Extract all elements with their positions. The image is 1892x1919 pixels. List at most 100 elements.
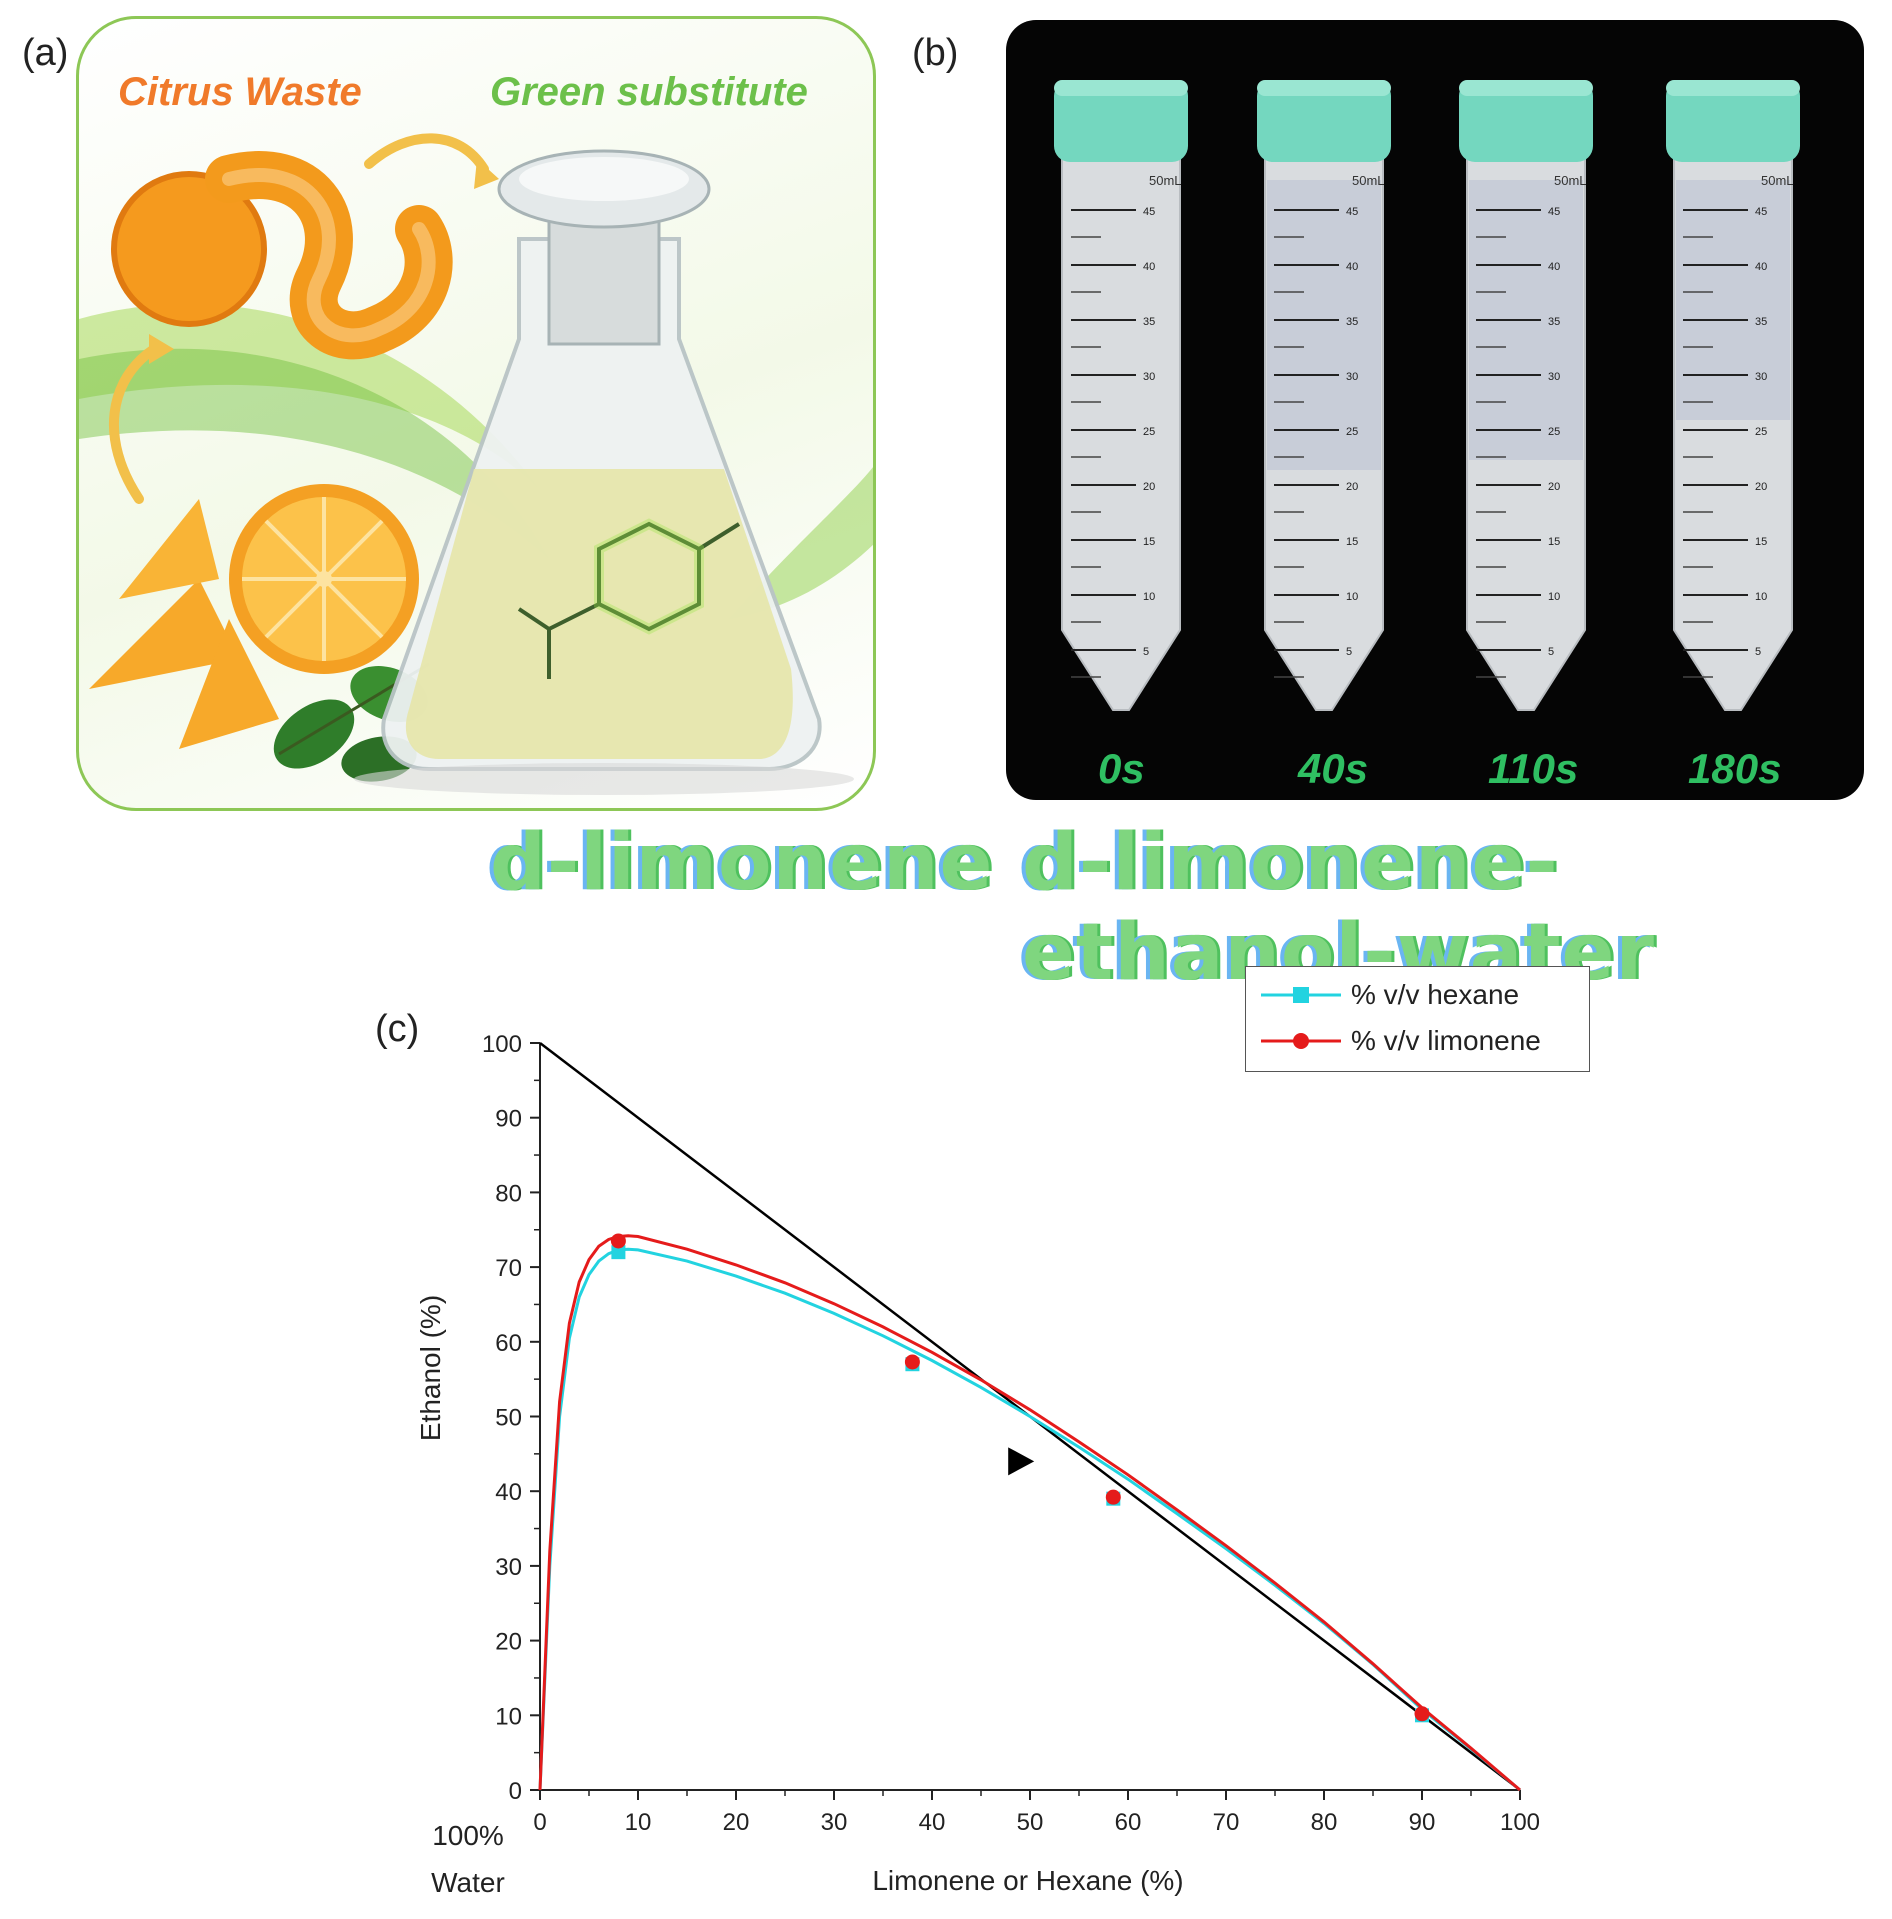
x-tick-label: 50: [1017, 1809, 1044, 1836]
chart-legend: % v/v hexane % v/v limonene: [1245, 966, 1590, 1072]
tube-graduation-label: 45: [1346, 206, 1358, 218]
tube-volume-label: 50mL: [1761, 173, 1794, 188]
leaf-swoosh-icon: [79, 348, 549, 559]
legend-swatch-hexane: [1261, 987, 1341, 1003]
y-tick-label: 40: [495, 1479, 522, 1506]
tube-graduation-label: 10: [1346, 591, 1358, 603]
y-tick-label: 0: [509, 1778, 522, 1805]
flask-icon: [354, 149, 854, 795]
tube-graduation-label: 20: [1346, 481, 1358, 493]
tube-graduation-label: 45: [1548, 206, 1560, 218]
y-axis-label: Ethanol (%): [415, 1295, 446, 1441]
panel-a-illustration: [79, 133, 873, 795]
panel-b-label: (b): [912, 32, 959, 74]
tube-graduation-label: 15: [1346, 536, 1358, 548]
tube-time-3: 180s: [1688, 745, 1782, 792]
corner-label-water: Water: [431, 1867, 505, 1898]
tube-graduation-label: 35: [1143, 316, 1155, 328]
tube-time-1: 40s: [1298, 745, 1369, 792]
tube-graduation-label: 25: [1143, 426, 1155, 438]
y-tick-label: 100: [482, 1031, 522, 1058]
series-line-limonene: [538, 1234, 1521, 1792]
tube-graduation-label: 30: [1143, 371, 1155, 383]
tube-graduation-label: 25: [1548, 426, 1560, 438]
data-point-limonene: [904, 1354, 920, 1370]
tube-graduation-label: 20: [1143, 481, 1155, 493]
data-point-limonene: [610, 1233, 626, 1249]
tube-graduation-label: 35: [1755, 316, 1767, 328]
tube-graduation-label: 5: [1548, 646, 1554, 658]
centrifuge-tube-icon: 50mL 45 40 35 30 25 20 15 10 5: [1257, 80, 1391, 711]
centrifuge-tubes: 50mL 45 40 35 30 25 20 15 10 5 50mL 45 40 35 30 25 20 15 1…: [1054, 80, 1800, 711]
panel-c-label: (c): [375, 1008, 420, 1050]
legend-label-hexane: % v/v hexane: [1351, 979, 1520, 1010]
tube-graduation-label: 20: [1755, 481, 1767, 493]
curved-arrow-icon: [364, 133, 489, 174]
leaf-swoosh-icon: [79, 304, 539, 489]
tube-graduation-label: 25: [1755, 426, 1767, 438]
tube-graduation-label: 40: [1143, 261, 1155, 273]
x-tick-label: 40: [919, 1809, 946, 1836]
y-tick-label: 90: [495, 1106, 522, 1133]
x-axis-label: Limonene or Hexane (%): [872, 1865, 1183, 1896]
triangle-marker: [1008, 1447, 1035, 1476]
tube-graduation-label: 35: [1548, 316, 1560, 328]
y-tick-label: 60: [495, 1330, 522, 1357]
tube-volume-label: 50mL: [1554, 173, 1587, 188]
y-tick-label: 70: [495, 1255, 522, 1282]
x-tick-label: 90: [1409, 1809, 1436, 1836]
tube-graduation-label: 30: [1755, 371, 1767, 383]
tube-time-2: 110s: [1488, 745, 1579, 792]
y-tick-label: 50: [495, 1405, 522, 1432]
centrifuge-tube-icon: 50mL 45 40 35 30 25 20 15 10 5: [1666, 80, 1800, 711]
tube-graduation-label: 40: [1548, 261, 1560, 273]
tube-time-0: 0s: [1098, 745, 1145, 792]
y-tick-label: 20: [495, 1629, 522, 1656]
corner-label-100: 100%: [432, 1820, 504, 1851]
tube-graduation-label: 20: [1548, 481, 1560, 493]
legend-swatch-limonene: [1261, 1033, 1341, 1049]
tube-graduation-label: 10: [1548, 591, 1560, 603]
tube-graduation-label: 40: [1755, 261, 1767, 273]
tube-graduation-label: 30: [1548, 371, 1560, 383]
x-tick-label: 100: [1500, 1809, 1540, 1836]
d-limonene-caption: d-limonene: [490, 818, 994, 908]
tube-volume-label: 50mL: [1149, 173, 1182, 188]
curved-arrow-icon: [108, 344, 159, 504]
tube-graduation-label: 35: [1346, 316, 1358, 328]
x-tick-label: 0: [533, 1809, 546, 1836]
tube-graduation-label: 10: [1143, 591, 1155, 603]
x-tick-label: 80: [1311, 1809, 1338, 1836]
tube-graduation-label: 10: [1755, 591, 1767, 603]
green-substitute-title: Green substitute: [490, 70, 808, 114]
tube-graduation-label: 15: [1548, 536, 1560, 548]
panel-a-frame: [76, 16, 876, 811]
orange-peel-icon: [111, 151, 453, 360]
orange-slice-icon: [229, 484, 419, 674]
tube-volume-label: 50mL: [1352, 173, 1385, 188]
data-point-limonene: [1105, 1489, 1121, 1505]
data-point-hexane: [611, 1245, 626, 1260]
tube-graduation-label: 45: [1755, 206, 1767, 218]
y-tick-label: 80: [495, 1180, 522, 1207]
tube-graduation-label: 30: [1346, 371, 1358, 383]
tube-graduation-label: 5: [1143, 646, 1149, 658]
x-tick-label: 20: [723, 1809, 750, 1836]
series-line-hexane: [538, 1247, 1521, 1792]
x-tick-label: 10: [625, 1809, 652, 1836]
legend-entry-hexane: % v/v hexane: [1246, 975, 1589, 1021]
x-tick-label: 30: [821, 1809, 848, 1836]
tube-graduation-label: 15: [1143, 536, 1155, 548]
centrifuge-tube-icon: 50mL 45 40 35 30 25 20 15 10 5: [1054, 80, 1188, 711]
data-point-limonene: [1414, 1706, 1430, 1722]
panel-a-label: (a): [22, 32, 69, 74]
y-tick-label: 10: [495, 1703, 522, 1730]
tube-graduation-label: 15: [1755, 536, 1767, 548]
panel-b-photo: 50mL 45 40 35 30 25 20 15 10 5 50mL 45 40 35 30 25 20 15 1…: [1006, 20, 1864, 800]
x-tick-label: 60: [1115, 1809, 1142, 1836]
y-tick-label: 30: [495, 1554, 522, 1581]
tube-graduation-label: 40: [1346, 261, 1358, 273]
tube-graduation-label: 5: [1755, 646, 1761, 658]
orange-wedge-icon: [89, 499, 279, 749]
